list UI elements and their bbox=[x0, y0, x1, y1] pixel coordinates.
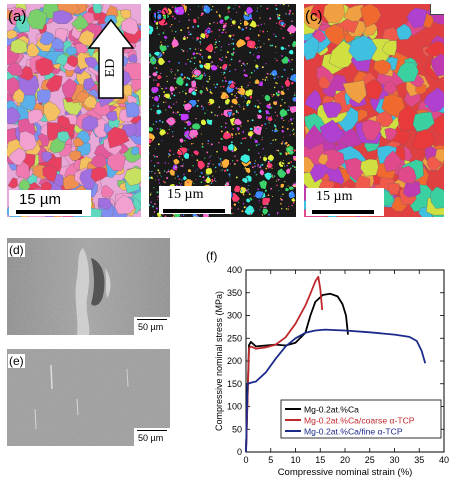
y-tick-label: 150 bbox=[227, 379, 242, 389]
legend-box bbox=[280, 399, 442, 439]
x-tick-label: 30 bbox=[389, 455, 399, 465]
x-tick-label: 25 bbox=[365, 455, 375, 465]
legend-label-3: Mg-0.2at.%Ca/fine α-TCP bbox=[304, 427, 403, 437]
scale-bar-d-text: 50 µm bbox=[138, 322, 164, 332]
ebsd-map-a: ED 15 µm bbox=[7, 4, 141, 217]
y-tick-label: 0 bbox=[237, 447, 242, 457]
corner-marker bbox=[430, 4, 444, 15]
legend-label-1: Mg-0.2at.%Ca bbox=[304, 405, 359, 415]
legend-label-2: Mg-0.2at.%Ca/coarse α-TCP bbox=[304, 416, 415, 426]
panel-label-c: (c) bbox=[305, 8, 323, 25]
sem-image-d: 50 µm bbox=[7, 238, 170, 335]
y-tick-label: 50 bbox=[232, 424, 242, 434]
scale-bar-e bbox=[137, 430, 167, 431]
ebsd-map-c: 15 µm bbox=[304, 4, 444, 217]
scale-bar-d bbox=[137, 319, 167, 320]
sem-texture-e bbox=[7, 349, 170, 446]
scale-bar-c bbox=[312, 210, 374, 214]
y-tick-label: 250 bbox=[227, 333, 242, 343]
x-tick-label: 5 bbox=[268, 455, 273, 465]
scale-bar-a bbox=[16, 210, 82, 214]
panel-label-d: (d) bbox=[8, 243, 25, 257]
scale-bar-e-bg bbox=[134, 428, 170, 446]
y-tick-label: 400 bbox=[227, 265, 242, 275]
panel-label-f: (f) bbox=[206, 249, 218, 263]
grain-map-c bbox=[304, 4, 444, 217]
x-tick-label: 20 bbox=[340, 455, 350, 465]
y-tick-label: 350 bbox=[227, 288, 242, 298]
x-tick-label: 35 bbox=[414, 455, 424, 465]
scale-bar-d-bg bbox=[134, 317, 170, 335]
scale-bar-b bbox=[163, 209, 225, 213]
x-tick-label: 40 bbox=[439, 455, 449, 465]
grain-map-b bbox=[149, 4, 296, 217]
x-tick-label: 15 bbox=[315, 455, 325, 465]
sem-image-e: 50 µm bbox=[7, 349, 170, 446]
scale-bar-a-text: 15 µm bbox=[19, 191, 61, 208]
series-line-2 bbox=[245, 275, 324, 453]
x-tick-label: 10 bbox=[290, 455, 300, 465]
ebsd-map-b: 15 µm bbox=[149, 4, 296, 217]
panel-label-b: (b) bbox=[150, 8, 169, 25]
panel-label-e: (e) bbox=[8, 354, 25, 368]
extrusion-direction-arrow: ED bbox=[87, 18, 135, 100]
y-tick-label: 100 bbox=[227, 402, 242, 412]
scale-bar-e-text: 50 µm bbox=[138, 433, 164, 443]
chart-series bbox=[245, 275, 427, 453]
scale-bar-c-text: 15 µm bbox=[316, 189, 353, 204]
x-tick-label: 0 bbox=[243, 455, 248, 465]
y-tick-label: 300 bbox=[227, 311, 242, 321]
series-line-3 bbox=[245, 328, 427, 453]
y-tick-label: 200 bbox=[227, 356, 242, 366]
scale-bar-b-text: 15 µm bbox=[167, 187, 204, 202]
y-axis-label: Compressive nominal stress (MPa) bbox=[214, 291, 224, 431]
chart-axes: 0 5 10 15 20 25 30 35 40050100150200250300350400… bbox=[214, 265, 449, 478]
panel-label-a: (a) bbox=[8, 8, 27, 25]
x-axis-label: Compressive nominal strain (%) bbox=[278, 467, 413, 478]
